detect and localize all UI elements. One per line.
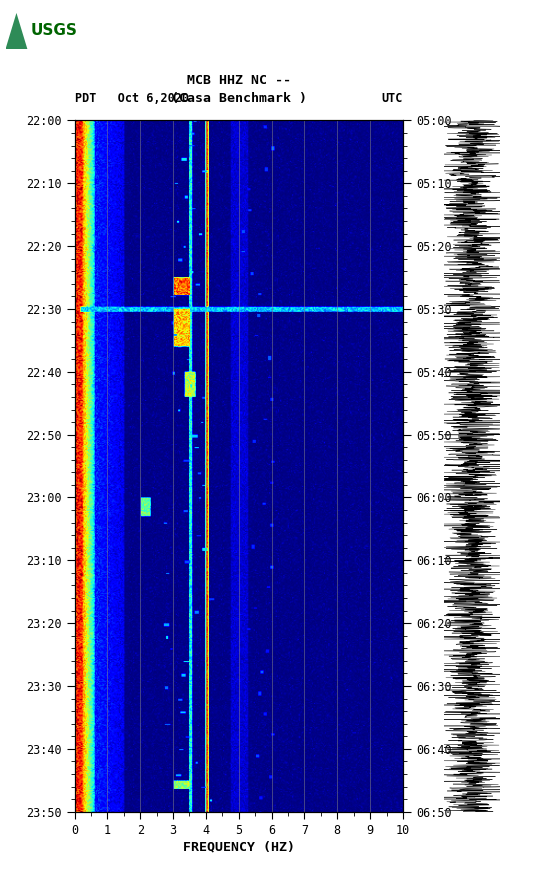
Text: PDT   Oct 6,2020: PDT Oct 6,2020	[75, 92, 189, 104]
Polygon shape	[6, 12, 28, 49]
Text: (Casa Benchmark ): (Casa Benchmark )	[171, 92, 307, 104]
Text: MCB HHZ NC --: MCB HHZ NC --	[187, 74, 291, 87]
X-axis label: FREQUENCY (HZ): FREQUENCY (HZ)	[183, 840, 295, 854]
Text: UTC: UTC	[381, 92, 403, 104]
Text: USGS: USGS	[31, 23, 78, 38]
